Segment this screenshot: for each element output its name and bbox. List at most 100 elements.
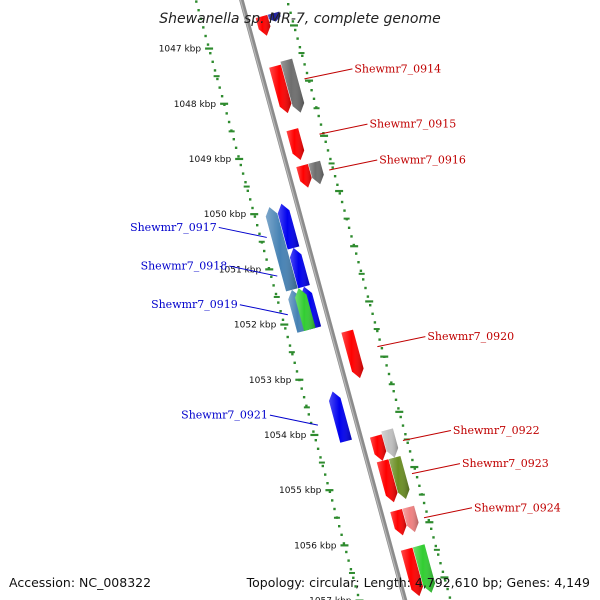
left-guide-dot [307, 413, 310, 416]
right-guide-dot [317, 114, 320, 118]
forward-gene-arrow-shade [381, 428, 399, 458]
left-guide-dot [199, 17, 203, 20]
right-guide-dot [352, 243, 355, 247]
right-guide-dot [441, 570, 445, 573]
right-guide-dot [305, 71, 309, 75]
right-guide-dot [392, 390, 395, 393]
right-guide-dot [434, 544, 437, 548]
right-guide-dot [397, 407, 400, 410]
left-guide-dot [305, 404, 308, 407]
gene-label[interactable]: Shewmr7_0920 [427, 330, 514, 343]
gene-features [255, 11, 436, 597]
left-guide-dot [300, 387, 303, 390]
right-guide-dot [444, 579, 447, 582]
forward-gene-arrow-shade [286, 128, 305, 160]
right-guide-dot [312, 97, 316, 100]
left-guide-dot [256, 224, 259, 227]
right-guide-dot [340, 200, 344, 204]
left-guide-dot [258, 232, 261, 235]
left-guide-dot [338, 525, 341, 528]
left-guide-dot [309, 421, 313, 425]
gene-leader-line [377, 336, 426, 348]
right-guide-dot [294, 28, 297, 32]
scale-tick-label: 1057 kbp [309, 597, 352, 600]
gene-label[interactable]: Shewmr7_0919 [151, 298, 238, 311]
right-guide-dot [437, 553, 440, 556]
right-guide-dot [359, 269, 363, 272]
map-title: Shewanella sp. MR-7, complete genome [159, 11, 440, 27]
left-guide-dot [218, 86, 221, 89]
forward-gene-arrow-shade [400, 547, 423, 597]
forward-gene-arrow-shade [370, 434, 387, 461]
gene-label[interactable]: Shewmr7_0914 [354, 62, 441, 75]
left-guide-dot [342, 542, 346, 545]
scale-tick-label: 1053 kbp [249, 376, 292, 386]
gene-leader-line [269, 414, 319, 426]
scale-tick-label: 1055 kbp [279, 486, 322, 496]
scale-tick-label: 1048 kbp [174, 100, 217, 110]
backbone-highlight [239, 0, 405, 600]
gene-label[interactable]: Shewmr7_0917 [130, 221, 217, 234]
left-guide-dot [213, 69, 217, 72]
right-guide-dot [343, 209, 346, 212]
right-guide-dot [289, 11, 292, 14]
gene-label[interactable]: Shewmr7_0918 [141, 260, 228, 273]
right-guide-dot [385, 364, 388, 367]
left-guide-dot [281, 318, 285, 321]
left-guide-dot [220, 95, 224, 98]
right-guide-dot [326, 149, 330, 152]
right-guide-dot [408, 450, 412, 453]
left-guide-dot [209, 52, 212, 55]
right-guide-dot [369, 304, 372, 307]
left-guide-dot [356, 593, 360, 597]
left-guide-dot [347, 559, 350, 562]
gene-leader-line [319, 123, 368, 135]
left-guide-dot [314, 439, 317, 442]
gene-leader-line [423, 507, 473, 519]
left-guide-dot [295, 370, 299, 373]
accession-text: Accession: NC_008322 [9, 575, 151, 590]
left-guide-dot [237, 155, 240, 158]
left-guide-dot [272, 284, 275, 287]
gene-leader-line [218, 226, 267, 238]
gene-label[interactable]: Shewmr7_0924 [474, 501, 561, 514]
left-guide-dot [274, 292, 278, 296]
left-guide-dot [333, 507, 336, 511]
gene-label[interactable]: Shewmr7_0921 [181, 409, 268, 422]
left-guide-dot [241, 172, 245, 175]
reverse-gene-arrow-shade [329, 391, 352, 443]
right-guide-dot [411, 458, 414, 462]
right-guide-dot [303, 63, 306, 66]
right-guide-dot [439, 562, 442, 565]
left-guide-dot [352, 576, 355, 579]
gene-leader-line [239, 304, 288, 316]
forward-gene-arrow-shade [269, 64, 292, 114]
gene-label[interactable]: Shewmr7_0915 [370, 118, 457, 131]
gene-label[interactable]: Shewmr7_0922 [453, 424, 540, 437]
scale-tick-label: 1051 kbp [219, 265, 262, 275]
right-guide-dot [336, 183, 339, 186]
forward-gene-arrow-shade [390, 509, 407, 536]
right-guide-dot [350, 235, 353, 238]
topology-text: Topology: circular; Length: 4,792,610 bp… [246, 575, 590, 590]
left-guide-dot [246, 189, 249, 192]
gene-leader-line [304, 68, 353, 80]
left-guide-dot [316, 447, 320, 450]
gene-label[interactable]: Shewmr7_0923 [462, 457, 549, 470]
right-guide-dot [362, 278, 365, 281]
right-guide-dot [387, 372, 391, 376]
right-guide-dot [427, 519, 430, 522]
forward-gene-arrow-shade [402, 505, 419, 533]
gene-label[interactable]: Shewmr7_0916 [379, 154, 466, 167]
left-guide-dot [197, 9, 200, 12]
right-guide-dot [347, 226, 351, 229]
right-guide-dot [331, 166, 334, 169]
forward-gene-arrow-shade [280, 58, 305, 113]
right-guide-dot [418, 484, 421, 487]
right-guide-dot [357, 261, 360, 264]
right-guide-dot [401, 424, 405, 427]
scale-tick-label: 1049 kbp [189, 155, 232, 165]
left-guide-dot [195, 0, 198, 3]
right-guide-dot [298, 46, 302, 49]
left-guide-dot [204, 34, 207, 38]
